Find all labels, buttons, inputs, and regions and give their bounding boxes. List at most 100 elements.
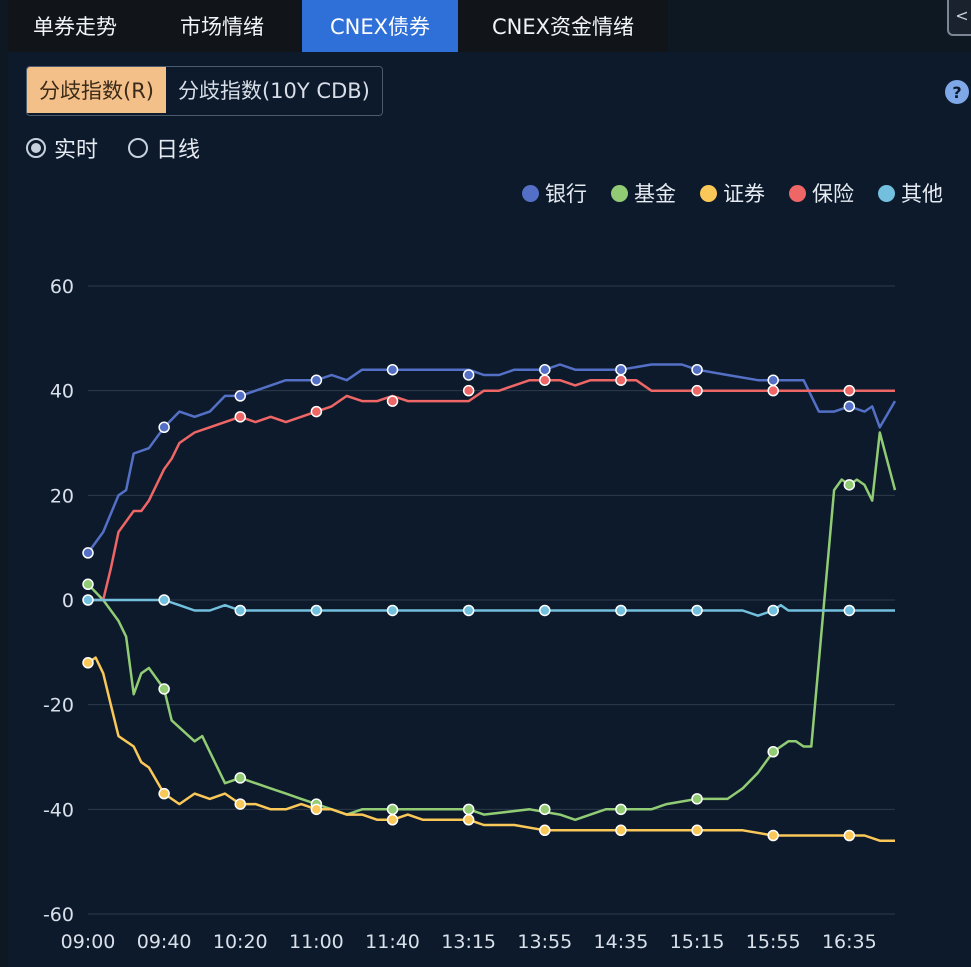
x-tick-label: 14:35 <box>594 931 649 953</box>
data-point <box>310 374 323 386</box>
legend-item-fund[interactable]: 基金 <box>611 178 676 208</box>
data-point <box>158 594 170 606</box>
series-line-1 <box>87 431 897 822</box>
period-radio-group: 实时 日线 <box>26 132 200 164</box>
data-point <box>615 824 627 837</box>
y-tick-label: -60 <box>43 904 74 926</box>
x-tick-label: 10:20 <box>213 931 268 953</box>
chart-legend: 银行 基金 证券 保险 其他 <box>522 178 943 208</box>
data-point <box>767 604 779 617</box>
legend-dot-icon <box>611 184 628 202</box>
data-point <box>234 390 247 402</box>
segment-divergence-10y-cdb[interactable]: 分歧指数(10Y CDB) <box>165 67 382 113</box>
data-point <box>386 803 399 816</box>
help-icon[interactable]: ? <box>945 80 969 104</box>
data-point <box>462 369 475 381</box>
collapse-panel-button[interactable]: < <box>947 0 971 36</box>
legend-dot-icon <box>878 184 895 202</box>
x-tick-label: 11:40 <box>365 931 420 953</box>
data-point <box>539 824 551 837</box>
radio-realtime[interactable]: 实时 <box>26 132 98 164</box>
x-tick-label: 09:40 <box>137 931 192 953</box>
data-point <box>310 604 323 617</box>
data-point <box>386 363 399 376</box>
data-point <box>767 829 779 842</box>
y-tick-label: -40 <box>43 799 74 821</box>
series-line-2 <box>87 656 895 842</box>
radio-checked-icon <box>26 138 46 158</box>
series-line-0 <box>86 363 897 554</box>
data-point <box>691 384 703 397</box>
radio-daily[interactable]: 日线 <box>128 132 200 164</box>
x-tick-label: 09:00 <box>61 931 116 953</box>
legend-item-bank[interactable]: 银行 <box>522 178 587 208</box>
legend-item-securities[interactable]: 证券 <box>700 178 765 208</box>
tab-cnex-funding-sentiment[interactable]: CNEX资金情绪 <box>458 0 668 52</box>
data-point <box>691 824 703 837</box>
radio-unchecked-icon <box>128 138 149 158</box>
x-tick-label: 16:35 <box>822 931 877 953</box>
x-tick-label: 13:15 <box>441 931 496 953</box>
data-point <box>82 657 94 669</box>
data-point <box>386 814 399 826</box>
data-point <box>843 829 856 842</box>
chart-panel: 分歧指数(R) 分歧指数(10Y CDB) ? 实时 日线 银行 基金 证券 保… <box>8 52 971 967</box>
y-tick-label: -20 <box>43 695 74 717</box>
data-point <box>843 384 856 397</box>
data-point <box>82 547 94 559</box>
tab-market-sentiment[interactable]: 市场情绪 <box>142 0 302 52</box>
data-point <box>843 604 856 617</box>
data-point <box>158 787 170 800</box>
legend-item-insurance[interactable]: 保险 <box>789 178 854 208</box>
data-point <box>386 395 399 407</box>
data-point <box>767 374 779 386</box>
data-point <box>462 803 475 816</box>
data-point <box>158 683 170 695</box>
legend-label: 其他 <box>901 182 943 206</box>
data-point <box>767 746 779 758</box>
legend-label: 保险 <box>812 182 854 206</box>
data-point <box>691 604 703 617</box>
data-point <box>539 374 551 386</box>
tab-bond-trend[interactable]: 单券走势 <box>8 0 142 52</box>
data-point <box>310 803 323 816</box>
tab-bar: 单券走势 市场情绪 CNEX债券 CNEX资金情绪 <box>8 0 668 52</box>
y-tick-label: 60 <box>50 276 74 298</box>
data-point <box>462 384 475 397</box>
data-point <box>691 363 703 376</box>
tab-cnex-bond[interactable]: CNEX债券 <box>302 0 458 52</box>
data-point <box>234 772 247 784</box>
legend-label: 银行 <box>545 182 587 206</box>
legend-dot-icon <box>700 184 717 202</box>
data-point <box>158 421 170 434</box>
data-point <box>310 405 323 418</box>
data-point <box>82 578 94 591</box>
data-point <box>843 400 856 413</box>
data-point <box>234 411 247 423</box>
data-point <box>615 604 627 617</box>
data-point <box>615 363 627 376</box>
y-tick-label: 20 <box>50 485 74 507</box>
x-tick-label: 11:00 <box>289 931 344 953</box>
data-point <box>615 374 627 386</box>
legend-label: 基金 <box>634 182 676 206</box>
data-point <box>462 814 475 826</box>
x-tick-label: 13:55 <box>517 931 572 953</box>
y-tick-label: 40 <box>50 381 74 403</box>
data-point <box>539 604 551 617</box>
data-point <box>615 803 627 816</box>
radio-realtime-label: 实时 <box>54 138 99 163</box>
legend-dot-icon <box>789 184 806 202</box>
legend-label: 证券 <box>723 182 765 206</box>
legend-item-other[interactable]: 其他 <box>878 178 943 208</box>
x-tick-label: 15:55 <box>746 931 801 953</box>
data-point <box>234 798 247 810</box>
segment-divergence-r[interactable]: 分歧指数(R) <box>27 67 166 113</box>
data-point <box>82 594 94 606</box>
chevron-left-icon: < <box>955 5 969 25</box>
legend-dot-icon <box>522 184 539 202</box>
index-segmented-control: 分歧指数(R) 分歧指数(10Y CDB) <box>26 66 383 116</box>
x-tick-label: 15:15 <box>670 931 725 953</box>
data-point <box>462 604 475 617</box>
